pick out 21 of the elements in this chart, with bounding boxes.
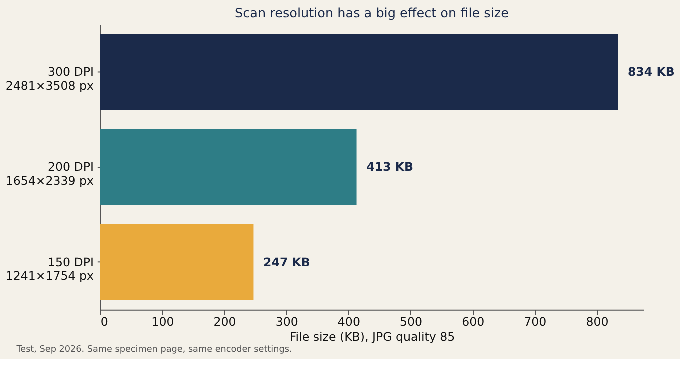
x-tick-label: 300 (276, 315, 298, 330)
bar (100, 224, 254, 300)
y-tick-label: 200 DPI 1654×2339 px (6, 160, 94, 188)
text: Test, Sep 2026. Same specimen page, same encoder settings. (16, 345, 292, 356)
bar (100, 129, 357, 206)
x-tick-label: 0 (100, 315, 108, 330)
x-tick-label: 500 (400, 315, 423, 330)
y-tick-label: 300 DPI 2481×3508 px (6, 65, 94, 93)
x-tick-label: 700 (524, 315, 547, 330)
x-axis-title: File size (KB), JPG quality 85 (290, 330, 456, 344)
bar (100, 34, 618, 110)
x-tick-label: 600 (462, 315, 485, 330)
chart-title: Scan resolution has a big effect on file size (235, 6, 510, 22)
data-label: 247 KB (264, 255, 310, 270)
x-tick-label: 200 (214, 315, 236, 330)
y-tick-label: 150 DPI 1241×1754 px (6, 255, 94, 284)
data-label: 834 KB (628, 65, 675, 80)
x-tick-label: 400 (338, 315, 360, 330)
x-tick-label: 100 (152, 315, 174, 330)
data-label: 413 KB (366, 160, 414, 174)
x-tick-label: 800 (586, 315, 609, 330)
